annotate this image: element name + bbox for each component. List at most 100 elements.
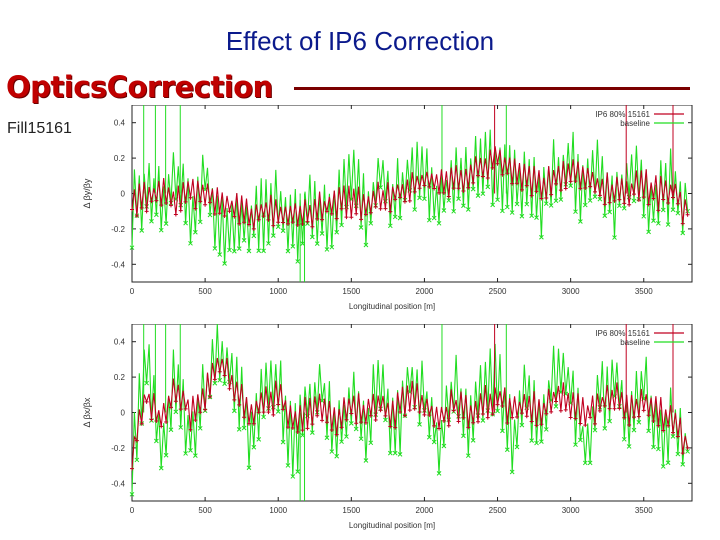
data-point: [480, 412, 485, 417]
data-point: [402, 199, 407, 204]
data-point: [256, 410, 261, 415]
data-point: [504, 204, 510, 210]
data-point: [534, 215, 539, 220]
data-point: [261, 248, 266, 254]
data-point: [500, 404, 505, 409]
data-point: [573, 416, 578, 421]
data-point: [515, 181, 520, 186]
data-point: [173, 409, 179, 415]
data-point: [670, 434, 676, 439]
plot-frame: [131, 324, 693, 502]
data-point: [539, 196, 544, 201]
data-point: [154, 212, 159, 218]
brand-divider: [294, 87, 690, 90]
data-point: [222, 373, 227, 378]
data-point: [588, 184, 593, 189]
data-point: [378, 408, 383, 413]
data-point: [582, 460, 588, 466]
data-point: [485, 176, 490, 181]
data-point: [446, 194, 451, 199]
data-point: [612, 198, 617, 203]
data-point: [666, 423, 671, 428]
data-point: [217, 377, 223, 383]
data-point: [266, 217, 271, 222]
data-point: [636, 414, 641, 419]
data-point: [334, 229, 340, 235]
data-point: [466, 425, 471, 430]
data-point: [602, 202, 607, 207]
data-point: [646, 229, 651, 235]
data-point: [305, 219, 310, 224]
data-point: [505, 171, 510, 176]
data-point: [232, 397, 237, 402]
data-point: [578, 421, 583, 426]
data-point: [461, 188, 466, 193]
data-point: [500, 428, 505, 434]
data-point: [178, 407, 183, 412]
data-point: [368, 440, 374, 446]
data-point: [670, 430, 675, 435]
data-point: [285, 425, 290, 430]
data-point: [437, 426, 442, 431]
data-point: [476, 419, 481, 424]
data-point: [631, 198, 637, 204]
data-point: [422, 183, 427, 188]
data-point: [632, 415, 637, 420]
data-point: [456, 186, 461, 191]
data-point: [320, 418, 325, 423]
data-point: [505, 420, 510, 425]
data-point: [436, 471, 442, 476]
data-point: [383, 417, 388, 423]
brand-logo: OpticsCorrection: [6, 70, 273, 104]
data-point: [359, 420, 364, 425]
data-point: [417, 410, 422, 415]
data-point: [539, 439, 544, 445]
data-point: [392, 214, 398, 220]
data-point: [602, 213, 608, 219]
data-point: [446, 423, 451, 428]
legend-label: IP6 80% 15161: [595, 110, 650, 119]
y-tick-label: 0.2: [114, 373, 126, 382]
data-point: [149, 417, 154, 422]
data-point: [300, 432, 305, 438]
data-point: [388, 209, 393, 214]
data-point: [144, 209, 149, 214]
data-point: [621, 205, 627, 211]
data-point: [309, 234, 315, 240]
data-point: [207, 394, 212, 399]
data-point: [232, 214, 237, 219]
data-point: [593, 189, 598, 194]
x-tick-label: 2500: [489, 287, 507, 296]
data-point: [456, 419, 461, 424]
data-point: [154, 419, 159, 424]
data-point: [144, 380, 149, 386]
data-point: [198, 410, 203, 415]
data-point: [183, 199, 188, 204]
data-point: [602, 403, 607, 408]
data-point: [149, 199, 154, 204]
data-point: [227, 386, 232, 391]
data-point: [465, 207, 471, 212]
data-point: [573, 209, 578, 215]
data-point: [465, 453, 471, 459]
series-ip6: [130, 105, 690, 231]
data-point: [246, 465, 252, 471]
data-point: [241, 238, 247, 243]
data-point: [315, 216, 320, 221]
data-point: [388, 424, 393, 429]
data-point: [665, 460, 671, 466]
data-point: [354, 421, 359, 426]
data-point: [129, 491, 135, 497]
data-point: [578, 437, 583, 443]
data-point: [173, 212, 178, 217]
data-point: [412, 207, 418, 212]
data-point: [631, 427, 637, 433]
data-point: [154, 198, 159, 203]
data-point: [592, 194, 598, 200]
brand-text: OpticsCorrection: [6, 70, 273, 104]
data-point: [363, 242, 369, 248]
data-point: [256, 217, 261, 222]
data-point: [651, 218, 656, 224]
data-point: [368, 413, 373, 418]
data-point: [480, 174, 485, 179]
